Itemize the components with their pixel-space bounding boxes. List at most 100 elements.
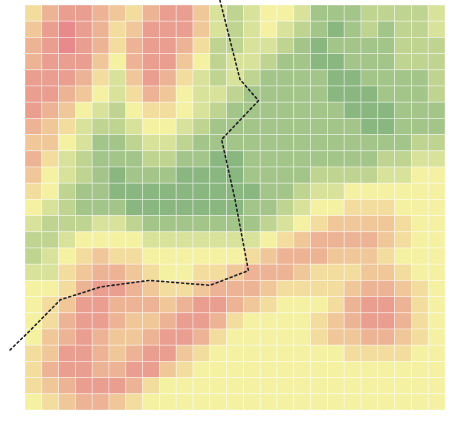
cell [378,183,395,199]
cell [361,297,378,313]
cell [75,345,92,361]
cell [75,329,92,345]
cell [395,199,412,215]
cell [75,86,92,102]
cell [143,118,160,134]
cell [193,313,210,329]
cell [59,394,76,410]
cell [75,70,92,86]
cell [361,37,378,53]
cell [193,167,210,183]
cell [92,232,109,248]
cell [42,135,59,151]
cell [311,297,328,313]
cell [361,167,378,183]
cell [59,264,76,280]
cell [92,37,109,53]
cell [126,361,143,377]
cell [25,54,42,70]
cell [143,361,160,377]
cell [92,297,109,313]
cell [411,313,428,329]
cell [143,216,160,232]
cell [311,345,328,361]
cell [294,5,311,21]
cell [260,70,277,86]
cell [109,37,126,53]
cell [311,135,328,151]
cell [344,378,361,394]
cell [411,167,428,183]
cell [42,5,59,21]
cell [277,86,294,102]
cell [395,248,412,264]
cell [227,5,244,21]
cell [193,361,210,377]
cell [361,183,378,199]
cell [361,151,378,167]
cell [294,118,311,134]
cell [378,313,395,329]
cell [277,135,294,151]
cell [411,21,428,37]
cell [243,329,260,345]
cell [143,199,160,215]
cell [176,313,193,329]
cell [395,5,412,21]
cell [92,118,109,134]
cell [59,86,76,102]
cell [159,378,176,394]
cell [378,151,395,167]
cell [327,232,344,248]
cell [327,280,344,296]
cell [176,54,193,70]
cell [378,280,395,296]
cell [42,70,59,86]
cell [210,54,227,70]
cell [243,216,260,232]
cell [361,54,378,70]
cell [210,118,227,134]
cell [378,118,395,134]
cell [327,70,344,86]
cell [395,313,412,329]
cell [126,297,143,313]
cell [311,361,328,377]
cell [327,345,344,361]
cell [75,135,92,151]
cell [243,183,260,199]
cell [260,345,277,361]
cell [75,151,92,167]
cell [327,297,344,313]
cell [428,394,445,410]
cell [327,118,344,134]
cell [25,86,42,102]
cell [344,361,361,377]
cell [42,151,59,167]
cell [294,183,311,199]
cell [227,378,244,394]
cell [109,248,126,264]
cell [428,297,445,313]
cell [75,5,92,21]
cell [411,329,428,345]
cell [344,70,361,86]
cell [277,232,294,248]
cell [395,378,412,394]
cell [193,216,210,232]
cell [311,232,328,248]
cell [143,167,160,183]
cell [109,199,126,215]
cell [428,151,445,167]
cell [361,232,378,248]
cell [260,86,277,102]
cell [277,21,294,37]
cell [59,199,76,215]
cell [159,216,176,232]
cell [260,102,277,118]
cell [277,361,294,377]
cell [210,248,227,264]
cell [193,248,210,264]
cell [25,216,42,232]
cell [243,5,260,21]
